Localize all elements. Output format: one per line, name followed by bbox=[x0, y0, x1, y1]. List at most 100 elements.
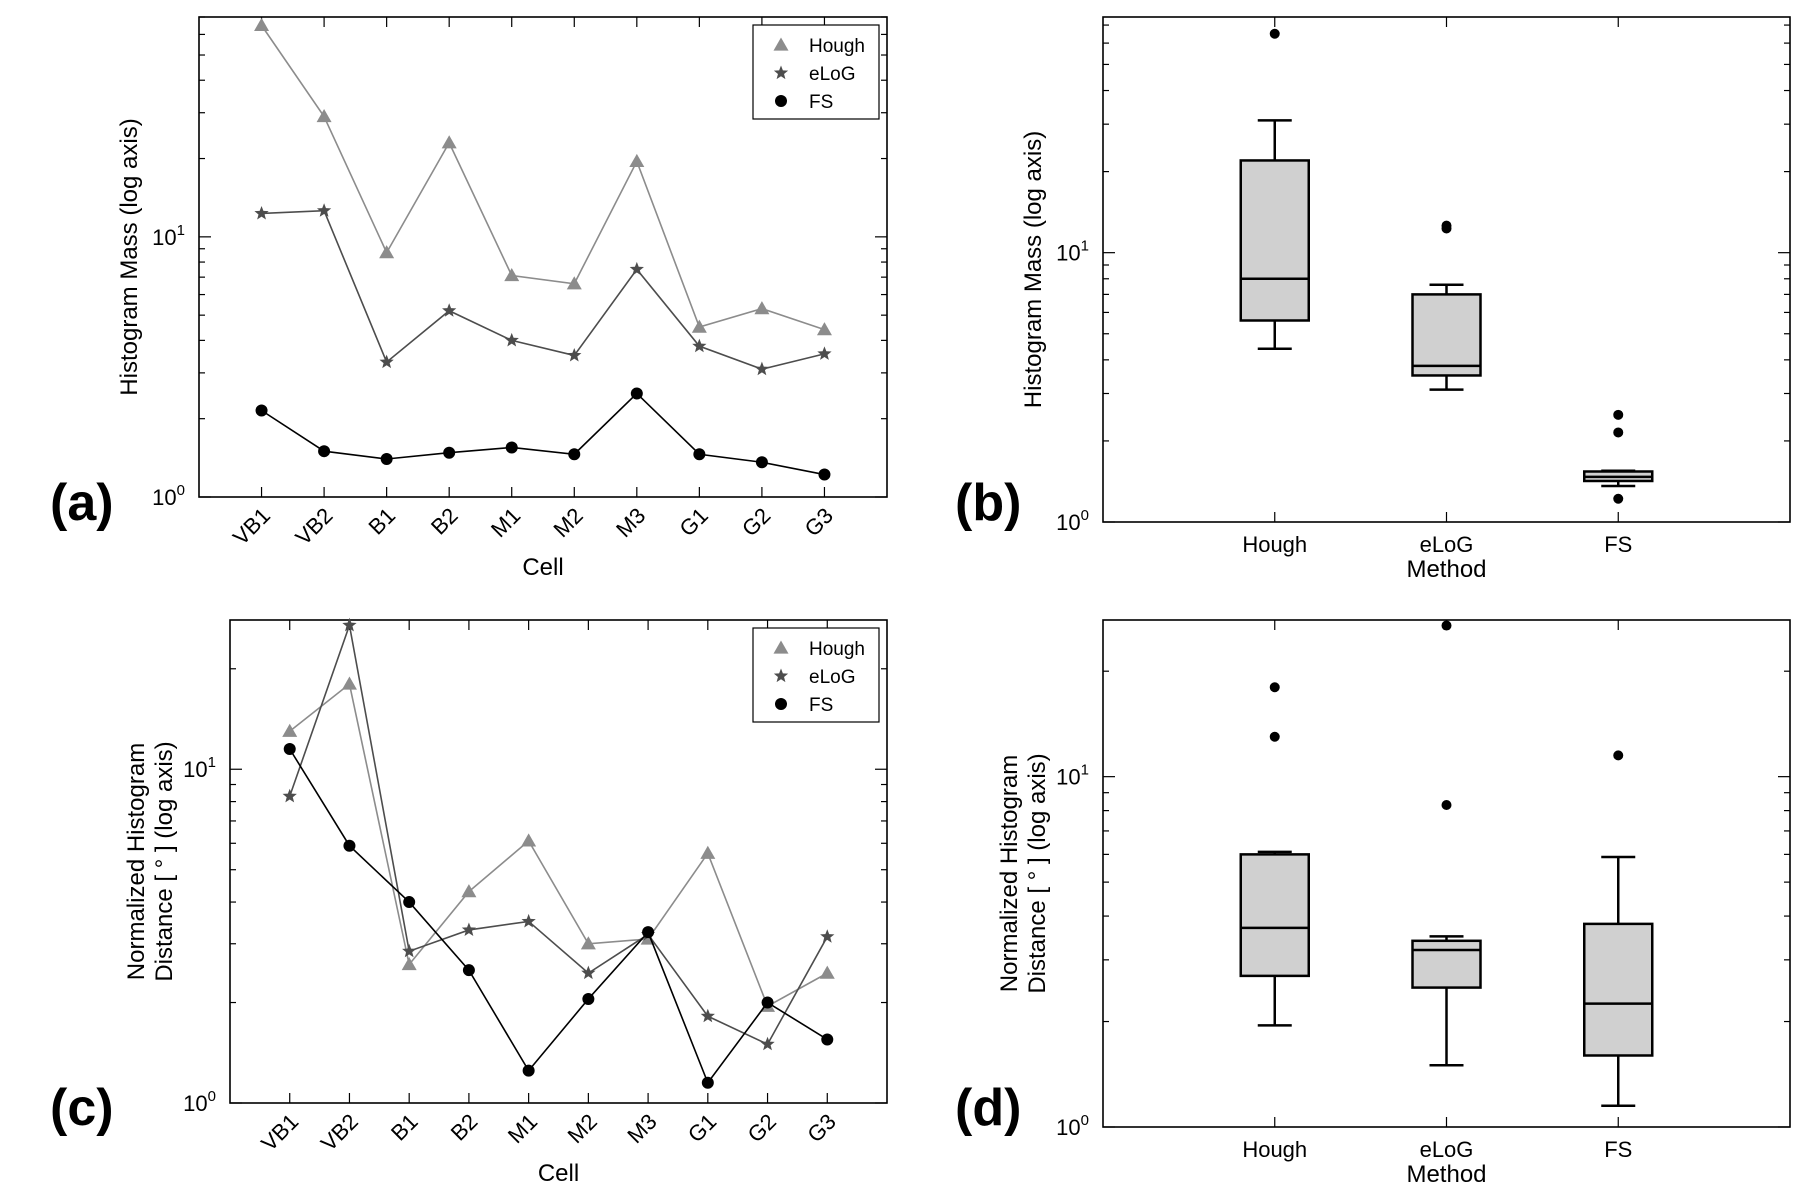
box-elog bbox=[1411, 620, 1482, 1067]
x-axis-label: Method bbox=[1406, 556, 1486, 583]
y-tick-exponent: 1 bbox=[1081, 762, 1089, 779]
x-tick-label: FS bbox=[1604, 532, 1632, 557]
iqr-box bbox=[1239, 159, 1310, 322]
legend-label: FS bbox=[809, 695, 833, 716]
data-point-elog bbox=[567, 347, 582, 362]
data-point-elog bbox=[316, 203, 332, 217]
y-tick-base: 10 bbox=[183, 1091, 207, 1116]
data-point-hough bbox=[816, 322, 832, 336]
y-tick-exponent: 0 bbox=[1081, 1112, 1089, 1129]
legend-label: Hough bbox=[809, 36, 865, 57]
x-axis-label: Cell bbox=[522, 554, 563, 581]
data-point-hough bbox=[566, 276, 582, 290]
x-tick-label: G2 bbox=[737, 503, 775, 541]
y-tick-exponent: 1 bbox=[1081, 238, 1089, 255]
data-point-elog bbox=[629, 261, 644, 276]
y-tick-exponent: 0 bbox=[208, 1088, 216, 1105]
x-tick-label: VB1 bbox=[228, 503, 275, 550]
data-point-fs bbox=[443, 446, 456, 459]
y-tick-label: 101 bbox=[1056, 238, 1089, 266]
x-tick-label: M1 bbox=[503, 1109, 542, 1148]
data-point-fs bbox=[505, 441, 518, 454]
y-tick-label: 101 bbox=[1056, 762, 1089, 790]
x-tick-label: Hough bbox=[1242, 1137, 1307, 1162]
legend: Hough eLoG FS bbox=[752, 627, 880, 723]
series-line-hough bbox=[289, 682, 828, 1008]
y-tick-base: 10 bbox=[152, 225, 176, 250]
data-point-hough bbox=[316, 109, 332, 123]
box-elog bbox=[1411, 220, 1482, 391]
legend-marker-fs bbox=[775, 95, 787, 107]
x-tick-label: B2 bbox=[426, 503, 463, 540]
data-point-elog bbox=[442, 303, 457, 317]
y-tick-label: 101 bbox=[152, 222, 185, 250]
y-tick-exponent: 1 bbox=[177, 222, 185, 239]
iqr-box bbox=[1583, 922, 1654, 1057]
data-point-fs bbox=[255, 404, 268, 417]
data-point-hough bbox=[401, 956, 417, 971]
y-axis-label: Histogram Mass (log axis) bbox=[1020, 131, 1047, 408]
x-tick-label: M1 bbox=[486, 503, 525, 542]
data-point-fs bbox=[568, 448, 581, 461]
data-point-elog bbox=[754, 361, 770, 376]
legend: Hough eLoG FS bbox=[752, 24, 880, 120]
box-fs bbox=[1583, 409, 1654, 504]
x-tick-label: VB2 bbox=[291, 503, 338, 550]
y-axis-label: Histogram Mass (log axis) bbox=[116, 118, 143, 395]
legend-marker-elog bbox=[773, 668, 789, 683]
legend-label: eLoG bbox=[809, 64, 855, 85]
data-point-hough bbox=[282, 723, 298, 737]
data-point-fs bbox=[343, 839, 356, 852]
x-tick-label: M3 bbox=[622, 1109, 661, 1148]
outlier-point bbox=[1441, 620, 1452, 631]
data-point-hough bbox=[254, 17, 270, 31]
y-tick-base: 10 bbox=[152, 485, 176, 510]
data-point-hough bbox=[691, 319, 707, 333]
legend-marker-hough bbox=[773, 37, 789, 51]
y-tick-exponent: 1 bbox=[208, 754, 216, 771]
data-point-hough bbox=[379, 245, 395, 259]
data-point-fs bbox=[318, 445, 331, 458]
y-tick-base: 10 bbox=[1056, 765, 1080, 790]
x-tick-label: G1 bbox=[683, 1109, 721, 1147]
plot-frame bbox=[229, 619, 888, 1104]
data-point-elog bbox=[461, 922, 477, 937]
y-axis-label-line: Normalized Histogram bbox=[123, 743, 150, 980]
iqr-box bbox=[1411, 939, 1482, 989]
data-point-hough bbox=[819, 965, 835, 979]
data-point-hough bbox=[629, 153, 645, 168]
data-point-hough bbox=[754, 301, 770, 315]
outlier-point bbox=[1441, 220, 1452, 231]
data-point-fs bbox=[755, 456, 768, 469]
data-point-elog bbox=[521, 913, 536, 928]
data-point-hough bbox=[504, 268, 520, 282]
data-point-fs bbox=[582, 992, 595, 1005]
data-point-hough bbox=[461, 884, 477, 898]
plot-frame bbox=[1102, 16, 1791, 523]
series-line-fs bbox=[261, 392, 825, 476]
x-tick-label: G3 bbox=[802, 1109, 840, 1147]
box-hough bbox=[1239, 682, 1310, 1027]
y-tick-label: 100 bbox=[152, 482, 185, 510]
x-tick-label: eLoG bbox=[1420, 1137, 1474, 1162]
legend-frame bbox=[752, 24, 880, 120]
outlier-point bbox=[1613, 409, 1624, 420]
data-point-elog bbox=[504, 332, 519, 347]
x-tick-label: eLoG bbox=[1420, 532, 1474, 557]
series-line-fs bbox=[289, 748, 828, 1085]
data-point-elog bbox=[282, 788, 297, 803]
y-tick-base: 10 bbox=[183, 757, 207, 782]
data-point-elog bbox=[760, 1036, 775, 1051]
legend-marker-hough bbox=[773, 640, 789, 654]
y-tick-base: 10 bbox=[1056, 510, 1080, 535]
data-point-elog bbox=[402, 943, 417, 958]
data-point-hough bbox=[341, 676, 357, 690]
y-axis-label: Normalized HistogramDistance [ ° ] (log … bbox=[123, 741, 178, 981]
outlier-point bbox=[1269, 682, 1280, 693]
legend-marker-elog bbox=[773, 65, 789, 80]
x-tick-label: B1 bbox=[386, 1109, 423, 1146]
outlier-point bbox=[1613, 427, 1624, 438]
data-point-fs bbox=[283, 742, 296, 755]
